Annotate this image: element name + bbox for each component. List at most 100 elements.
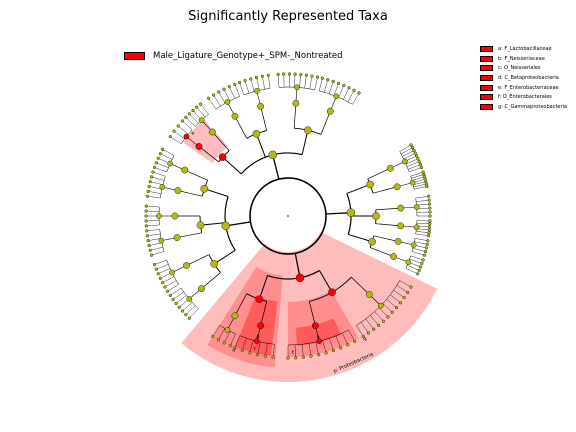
family-node xyxy=(413,204,420,210)
leaf-branch xyxy=(294,344,296,358)
leaf-branch xyxy=(212,325,220,337)
taxa-key-label: c: O_Neisseriales xyxy=(498,65,541,72)
leaf-node xyxy=(151,170,155,174)
leaf-node xyxy=(240,348,244,353)
leaf-node xyxy=(326,78,330,82)
taxa-key-label: d: C_Betaproteobacteria xyxy=(498,74,559,81)
leaf-branch xyxy=(182,120,193,130)
leaf-node xyxy=(172,129,176,133)
taxa-key-swatch xyxy=(480,55,493,62)
leaf-branch xyxy=(414,241,428,245)
group-legend-swatch xyxy=(124,52,145,60)
leaf-branch xyxy=(415,238,428,241)
leaf-branch xyxy=(416,199,430,202)
taxa-key-label: b: F_Neisseriaceae xyxy=(498,55,545,62)
taxa-key-d: d: C_Betaproteobacteria xyxy=(480,73,567,83)
leaf-node xyxy=(222,87,226,91)
leaf-branch xyxy=(160,153,173,160)
taxa-key-swatch xyxy=(480,94,493,101)
leaf-branch xyxy=(405,268,418,274)
leaf-node xyxy=(282,72,286,76)
leaf-node xyxy=(394,306,399,310)
leaf-node xyxy=(428,219,432,223)
order-node xyxy=(198,285,205,293)
root-ring xyxy=(249,177,327,255)
order-branch xyxy=(375,223,401,227)
leaf-node xyxy=(301,355,305,359)
root-node xyxy=(287,215,289,217)
family-node xyxy=(410,242,417,248)
family-node xyxy=(253,88,260,94)
leaf-branch xyxy=(182,302,193,312)
leaf-node xyxy=(156,272,160,276)
leaf-node xyxy=(198,102,203,106)
leaf-node xyxy=(168,293,172,298)
leaf-node xyxy=(420,261,424,266)
class-node xyxy=(368,237,376,246)
taxa-key-label: f: O_Enterobacterales xyxy=(498,94,552,101)
phylum-node xyxy=(295,273,305,283)
leaf-branch xyxy=(402,150,415,157)
family-node xyxy=(409,179,416,186)
leaf-branch xyxy=(167,284,179,292)
phylum-arc xyxy=(267,270,320,280)
leaf-branch xyxy=(156,264,169,270)
leaf-node xyxy=(187,316,191,320)
leaf-node xyxy=(352,88,356,92)
leaf-branch xyxy=(147,196,161,199)
leaf-branch xyxy=(396,285,408,293)
leaf-node xyxy=(149,253,154,257)
leaf-branch xyxy=(146,205,160,208)
order-node xyxy=(173,234,181,241)
leaf-branch xyxy=(272,344,275,358)
leaf-node xyxy=(168,134,172,139)
leaf-branch xyxy=(189,308,199,319)
leaf-node xyxy=(148,180,152,184)
leaf-branch xyxy=(223,89,231,101)
phylum-node xyxy=(346,208,356,217)
leaf-node xyxy=(217,90,221,94)
order-branch xyxy=(177,232,202,238)
leaf-node xyxy=(398,301,403,305)
family-node xyxy=(167,160,173,167)
leaf-branch xyxy=(147,233,161,236)
leaf-node xyxy=(287,72,292,76)
leaf-node xyxy=(144,219,148,223)
leaf-branch xyxy=(348,329,355,342)
leaf-branch xyxy=(213,94,221,107)
leaf-branch xyxy=(328,81,334,94)
order-branch xyxy=(186,254,210,266)
leaf-branch xyxy=(173,131,185,140)
leaf-branch xyxy=(173,291,184,300)
leaf-branch xyxy=(308,343,312,357)
order-node xyxy=(397,222,404,230)
leaf-branch xyxy=(257,341,261,355)
leaf-node xyxy=(152,165,157,170)
leaf-branch xyxy=(416,203,430,206)
leaf-branch xyxy=(399,280,412,288)
leaf-branch xyxy=(154,259,167,265)
order-branch xyxy=(201,272,221,289)
leaf-branch xyxy=(146,229,160,232)
leaf-node xyxy=(342,83,346,88)
leaf-node xyxy=(248,351,252,355)
leaf-branch xyxy=(208,98,217,110)
order-node xyxy=(311,322,319,330)
leaf-branch xyxy=(175,295,187,304)
leaf-node xyxy=(145,234,149,238)
leaf-branch xyxy=(234,84,240,97)
family-node xyxy=(402,158,408,165)
class-node xyxy=(196,221,205,229)
leaf-node xyxy=(180,119,185,123)
leaf-branch xyxy=(170,287,182,296)
leaf-branch xyxy=(393,289,405,298)
leaf-branch xyxy=(151,251,165,256)
leaf-branch xyxy=(146,224,160,227)
taxa-key-a: a: F_Lactobacillaceae xyxy=(480,44,567,54)
order-branch xyxy=(367,167,391,180)
class-branch xyxy=(204,188,229,198)
leaf-branch xyxy=(189,113,199,124)
leaf-node xyxy=(206,96,211,100)
leaf-branch xyxy=(338,85,344,98)
leaf-node xyxy=(366,331,371,335)
